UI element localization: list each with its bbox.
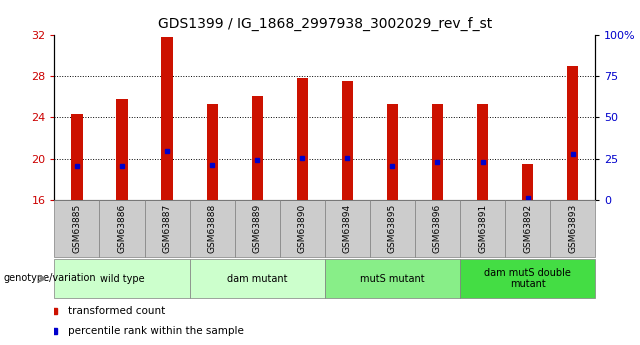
Bar xyxy=(99,200,145,257)
Bar xyxy=(342,81,353,200)
Bar xyxy=(460,200,505,257)
Bar xyxy=(161,37,173,200)
Bar xyxy=(567,66,579,200)
Title: GDS1399 / IG_1868_2997938_3002029_rev_f_st: GDS1399 / IG_1868_2997938_3002029_rev_f_… xyxy=(157,17,492,31)
Bar xyxy=(415,200,460,257)
Text: GSM63895: GSM63895 xyxy=(388,204,397,253)
Bar xyxy=(460,259,595,298)
Text: GSM63893: GSM63893 xyxy=(568,204,577,253)
Text: mutS mutant: mutS mutant xyxy=(360,274,425,284)
Text: GSM63890: GSM63890 xyxy=(298,204,307,253)
Bar xyxy=(505,200,550,257)
Bar xyxy=(71,114,83,200)
Bar xyxy=(252,96,263,200)
Text: GSM63886: GSM63886 xyxy=(118,204,127,253)
Bar xyxy=(296,78,308,200)
Bar xyxy=(280,200,325,257)
Bar xyxy=(370,200,415,257)
Bar xyxy=(54,200,99,257)
Bar xyxy=(145,200,189,257)
Bar xyxy=(477,104,488,200)
Bar xyxy=(550,200,595,257)
Bar xyxy=(116,99,127,200)
Text: GSM63888: GSM63888 xyxy=(207,204,216,253)
Text: dam mutant: dam mutant xyxy=(227,274,287,284)
Bar xyxy=(235,200,280,257)
Bar xyxy=(324,259,460,298)
Bar xyxy=(324,200,370,257)
Bar xyxy=(207,104,218,200)
Text: transformed count: transformed count xyxy=(68,306,165,315)
Text: dam mutS double
mutant: dam mutS double mutant xyxy=(484,268,571,289)
Text: GSM63885: GSM63885 xyxy=(72,204,81,253)
Bar xyxy=(54,259,189,298)
Text: genotype/variation: genotype/variation xyxy=(3,273,96,283)
Bar xyxy=(189,200,235,257)
Text: GSM63894: GSM63894 xyxy=(343,204,352,253)
Text: GSM63887: GSM63887 xyxy=(163,204,172,253)
Text: GSM63889: GSM63889 xyxy=(253,204,262,253)
Text: GSM63896: GSM63896 xyxy=(433,204,442,253)
Bar xyxy=(522,164,533,200)
Text: GSM63891: GSM63891 xyxy=(478,204,487,253)
Text: wild type: wild type xyxy=(100,274,144,284)
Text: GSM63892: GSM63892 xyxy=(523,204,532,253)
Bar xyxy=(189,259,324,298)
Text: percentile rank within the sample: percentile rank within the sample xyxy=(68,326,244,336)
Bar xyxy=(432,104,443,200)
Bar xyxy=(387,104,398,200)
